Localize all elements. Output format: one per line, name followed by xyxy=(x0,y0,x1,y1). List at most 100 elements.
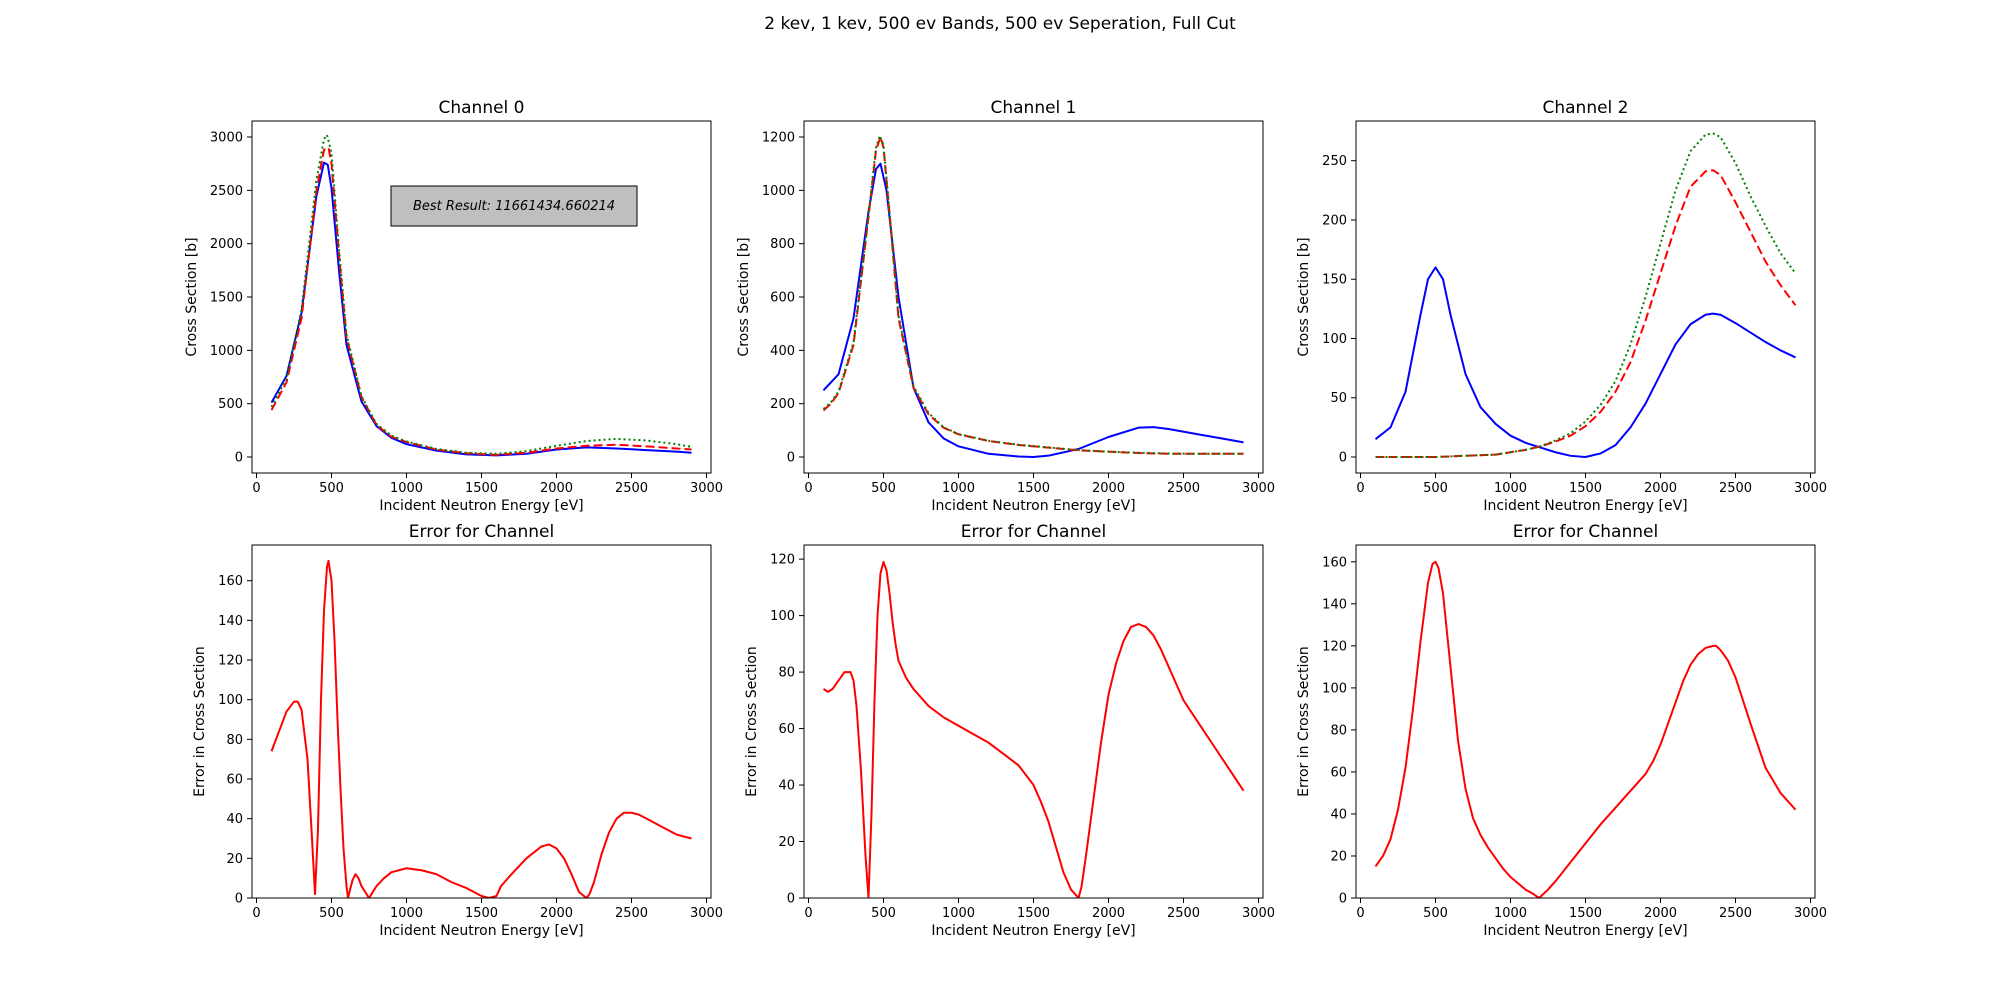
y-tick-label: 1200 xyxy=(762,131,795,146)
y-tick-label: 200 xyxy=(1322,213,1347,228)
series-line-solid xyxy=(270,161,692,457)
subplot-title: Channel 2 xyxy=(1542,98,1628,118)
y-tick-label: 100 xyxy=(1322,332,1347,347)
subplot-2: 0 500 1000 1500 2000 2500 3000 0 50 100 150 200 250 C… xyxy=(1296,98,1827,514)
y-tick-label: 0 xyxy=(235,892,243,907)
y-axis-label: Error in Cross Section xyxy=(192,646,208,797)
y-tick-label: 140 xyxy=(218,614,243,629)
x-tick-label: 500 xyxy=(319,481,344,496)
y-tick-label: 1000 xyxy=(762,184,795,199)
subplot-3: 0 500 1000 1500 2000 2500 3000 0 20 40 60 80 100 120 1… xyxy=(192,522,723,939)
series-line-dashed xyxy=(822,136,1244,455)
x-tick-label: 0 xyxy=(804,481,812,496)
y-tick-label: 20 xyxy=(1330,849,1347,864)
series-line-dotted xyxy=(822,134,1244,455)
y-tick-label: 0 xyxy=(1339,892,1347,907)
x-tick-label: 2500 xyxy=(1167,906,1200,921)
y-tick-label: 80 xyxy=(778,666,795,681)
y-tick-label: 250 xyxy=(1322,154,1347,169)
x-tick-label: 0 xyxy=(1356,481,1364,496)
x-axis-label: Incident Neutron Energy [eV] xyxy=(379,923,583,939)
x-tick-label: 2000 xyxy=(540,481,573,496)
subplot-title: Error for Channel xyxy=(961,522,1106,542)
x-tick-label: 1500 xyxy=(1569,481,1602,496)
series-line-solid xyxy=(1374,560,1797,898)
y-axis-label: Cross Section [b] xyxy=(736,237,752,356)
x-tick-label: 500 xyxy=(871,906,896,921)
x-tick-label: 3000 xyxy=(1242,481,1275,496)
x-tick-label: 0 xyxy=(804,906,812,921)
y-tick-label: 100 xyxy=(218,693,243,708)
x-tick-label: 3000 xyxy=(690,481,723,496)
x-tick-label: 3000 xyxy=(1794,906,1827,921)
y-tick-label: 20 xyxy=(226,852,243,867)
x-axis-label: Incident Neutron Energy [eV] xyxy=(931,498,1135,514)
y-tick-label: 80 xyxy=(226,733,243,748)
x-tick-label: 2000 xyxy=(540,906,573,921)
x-axis-label: Incident Neutron Energy [eV] xyxy=(931,923,1135,939)
y-tick-label: 100 xyxy=(770,609,795,624)
y-tick-label: 40 xyxy=(226,812,243,827)
y-axis-label: Cross Section [b] xyxy=(184,237,200,356)
y-tick-label: 2000 xyxy=(210,237,243,252)
series-line-solid xyxy=(822,162,1244,458)
x-tick-label: 3000 xyxy=(1242,906,1275,921)
x-tick-label: 1500 xyxy=(1569,906,1602,921)
subplot-title: Channel 0 xyxy=(438,98,524,118)
x-tick-label: 1000 xyxy=(942,481,975,496)
y-tick-label: 40 xyxy=(1330,807,1347,822)
x-tick-label: 1500 xyxy=(1017,906,1050,921)
series-line-dotted xyxy=(270,133,692,455)
annotation-box xyxy=(390,185,638,227)
subplot-title: Channel 1 xyxy=(990,98,1076,118)
axes-frame xyxy=(803,544,1264,899)
y-tick-label: 500 xyxy=(218,397,243,412)
x-axis-label: Incident Neutron Energy [eV] xyxy=(1483,923,1687,939)
x-tick-label: 1000 xyxy=(1494,906,1527,921)
subplot-title: Error for Channel xyxy=(409,522,554,542)
x-tick-label: 3000 xyxy=(690,906,723,921)
x-tick-label: 3000 xyxy=(1794,481,1827,496)
x-tick-label: 2000 xyxy=(1092,481,1125,496)
y-tick-label: 120 xyxy=(1322,639,1347,654)
x-tick-label: 1500 xyxy=(465,481,498,496)
y-tick-label: 150 xyxy=(1322,273,1347,288)
x-tick-label: 500 xyxy=(1423,906,1448,921)
y-tick-label: 20 xyxy=(778,835,795,850)
y-tick-label: 600 xyxy=(770,291,795,306)
x-tick-label: 2500 xyxy=(1719,481,1752,496)
x-tick-label: 2500 xyxy=(615,481,648,496)
y-tick-label: 120 xyxy=(770,553,795,568)
subplot-1: 0 500 1000 1500 2000 2500 3000 0 200 400 600 800 100… xyxy=(736,98,1275,514)
subplot-4: 0 500 1000 1500 2000 2500 3000 0 20 40 60 80 100 120 E… xyxy=(744,522,1275,939)
x-tick-label: 500 xyxy=(871,481,896,496)
y-tick-label: 120 xyxy=(218,654,243,669)
x-tick-label: 1500 xyxy=(1017,481,1050,496)
y-tick-label: 60 xyxy=(226,773,243,788)
x-tick-label: 500 xyxy=(1423,481,1448,496)
x-tick-label: 1000 xyxy=(390,481,423,496)
y-tick-label: 0 xyxy=(787,892,795,907)
y-tick-label: 3000 xyxy=(210,131,243,146)
subplot-0: 0 500 1000 1500 2000 2500 3000 0 500 1000 1500 2000… xyxy=(184,98,723,514)
axes-frame xyxy=(1355,544,1816,899)
y-tick-label: 60 xyxy=(778,722,795,737)
y-tick-label: 40 xyxy=(778,779,795,794)
y-tick-label: 60 xyxy=(1330,765,1347,780)
figure-title: 2 kev, 1 kev, 500 ev Bands, 500 ev Seper… xyxy=(764,14,1236,34)
x-tick-label: 500 xyxy=(319,906,344,921)
x-tick-label: 1000 xyxy=(1494,481,1527,496)
x-tick-label: 1000 xyxy=(942,906,975,921)
y-tick-label: 80 xyxy=(1330,723,1347,738)
subplot-title: Error for Channel xyxy=(1513,522,1658,542)
y-tick-label: 2500 xyxy=(210,184,243,199)
annotation-text: Best Result: 11661434.660214 xyxy=(413,199,615,214)
x-tick-label: 2500 xyxy=(615,906,648,921)
x-axis-label: Incident Neutron Energy [eV] xyxy=(379,498,583,514)
y-tick-label: 0 xyxy=(787,451,795,466)
x-tick-label: 2000 xyxy=(1644,481,1677,496)
subplot-5: 0 500 1000 1500 2000 2500 3000 0 20 40 60 80 100 120 1… xyxy=(1296,522,1827,939)
y-tick-label: 400 xyxy=(770,344,795,359)
y-tick-label: 0 xyxy=(1339,451,1347,466)
